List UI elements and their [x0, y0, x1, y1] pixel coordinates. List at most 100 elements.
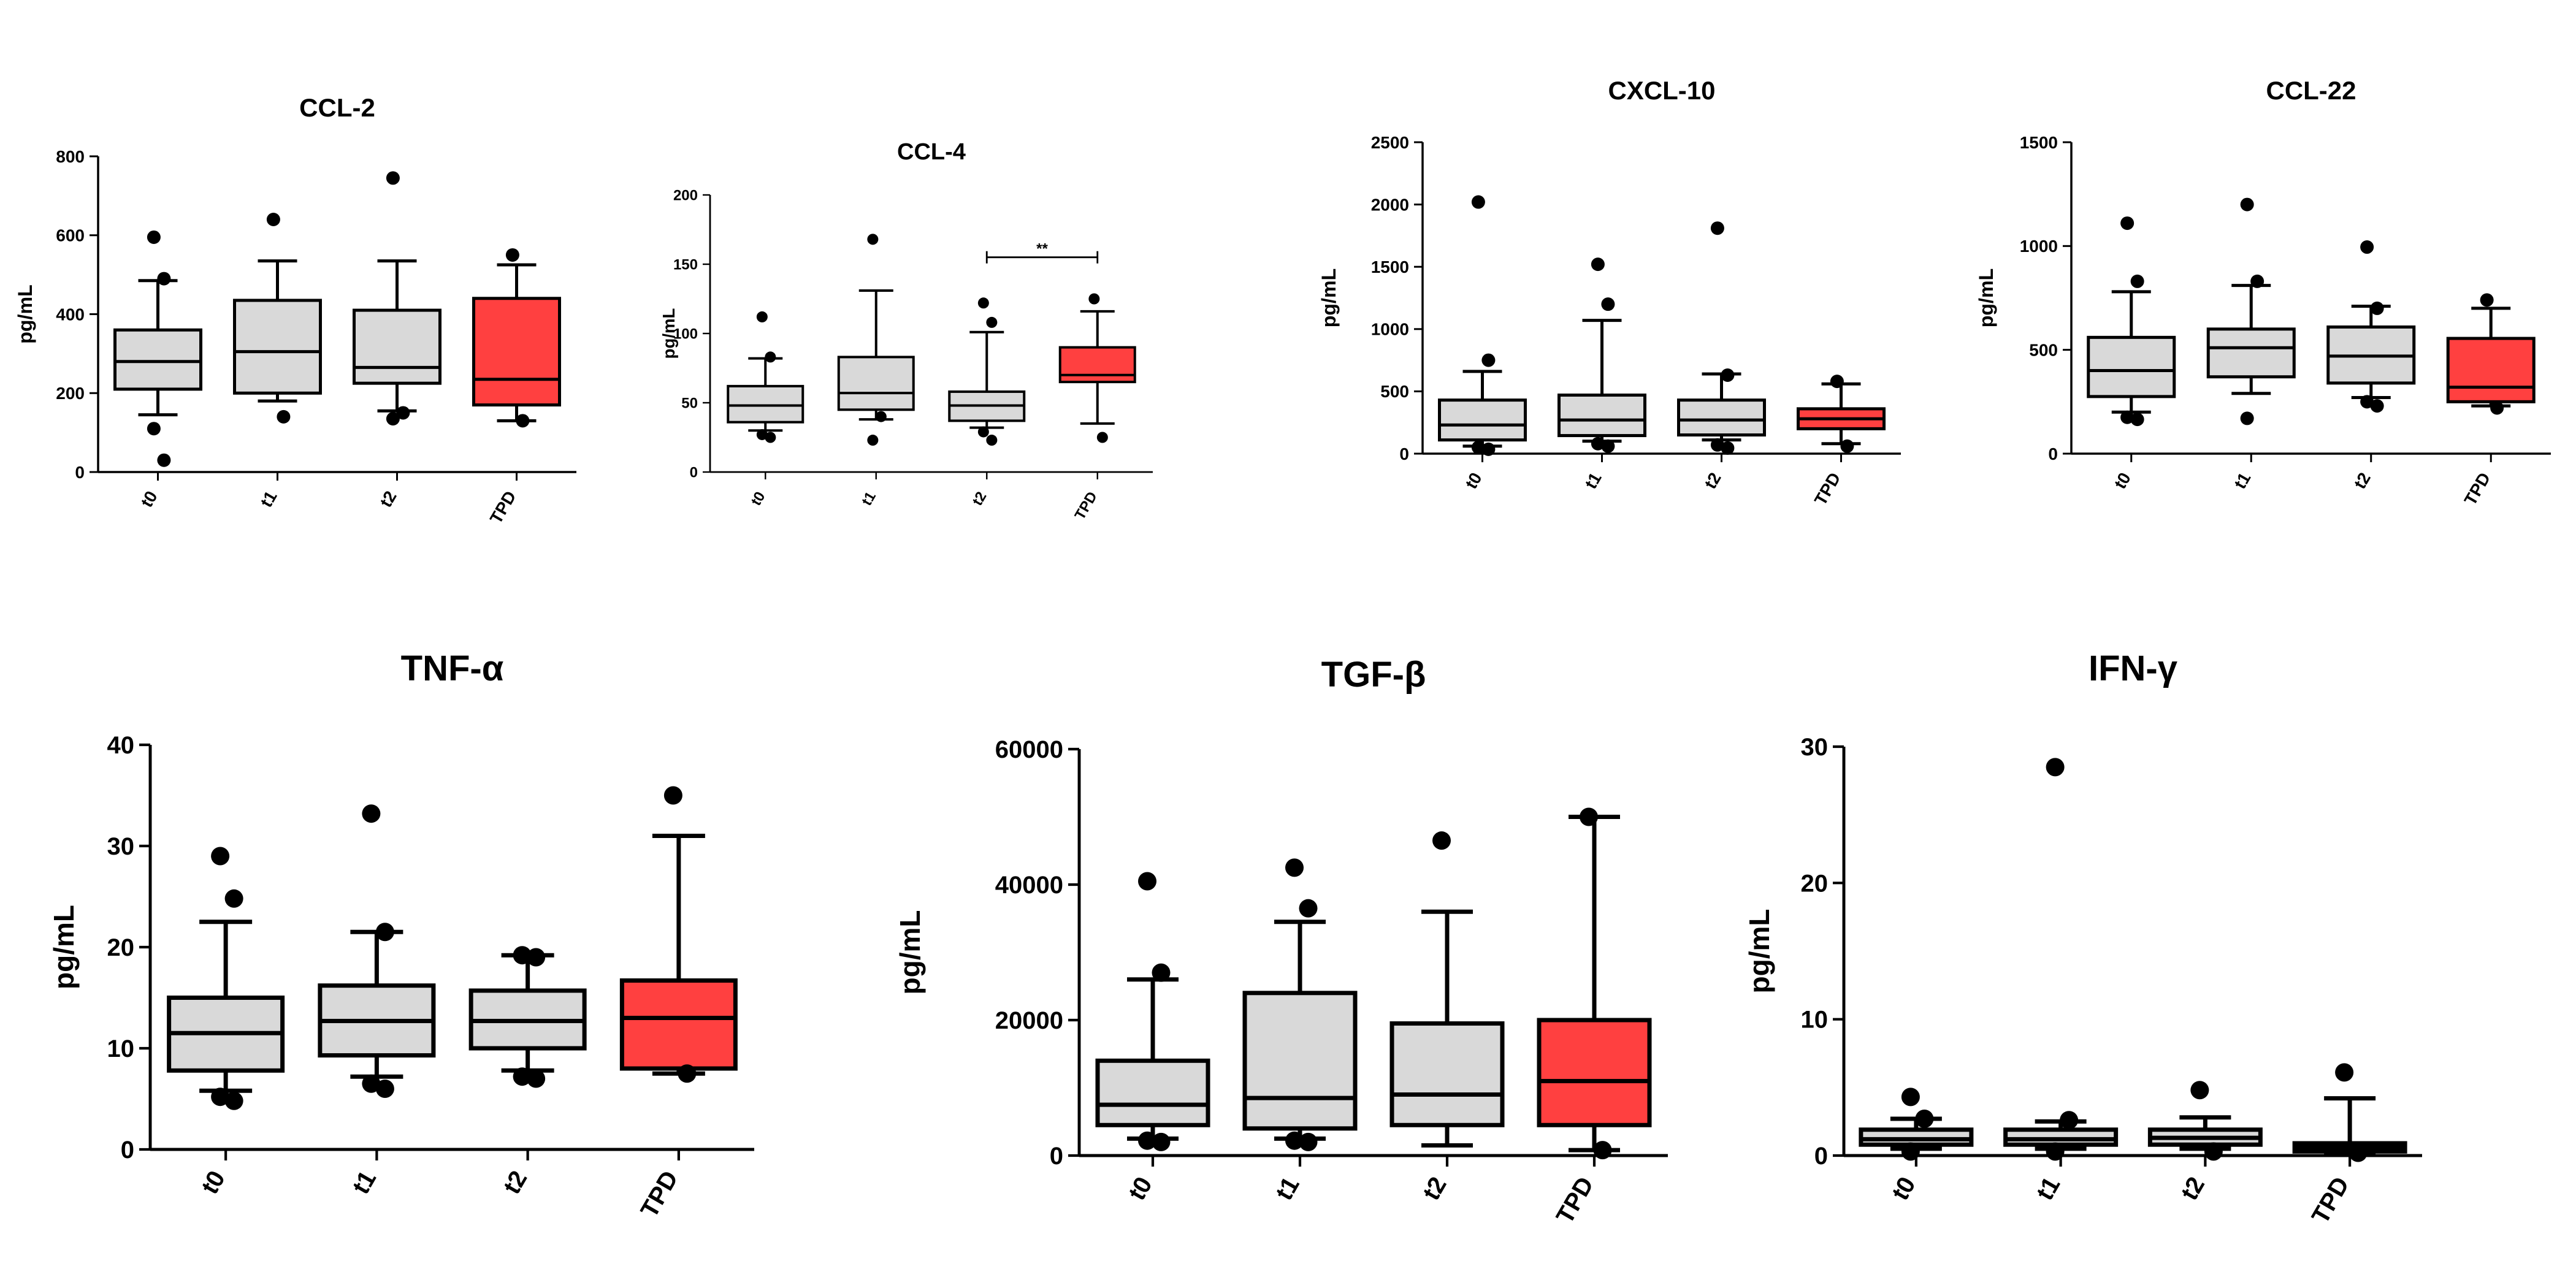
outlier-point [1471, 440, 1485, 454]
box-t1 [837, 234, 915, 446]
y-tick-label: 1500 [2020, 133, 2058, 152]
chart-panel-6: TGF-β pg/mL 0 20000 40000 60000 t0 t1 t2 TPD [894, 655, 1668, 1229]
box-t0 [727, 311, 805, 443]
outlier-point [513, 1067, 532, 1086]
outlier-point [663, 786, 682, 805]
y-tick-label: 600 [56, 226, 85, 245]
outlier-point [396, 406, 410, 420]
chart-title: TNF-α [401, 649, 504, 688]
outlier-point [362, 804, 381, 823]
outlier-point [1830, 375, 1844, 389]
x-tick-label: t0 [747, 489, 768, 509]
x-tick-label: TPD [1072, 489, 1101, 523]
outlier-point [1152, 1132, 1171, 1151]
iqr-box [472, 297, 561, 407]
iqr-box [2446, 337, 2536, 403]
outlier-point [1299, 899, 1318, 918]
outlier-point [1710, 438, 1724, 452]
outlier-point [1088, 293, 1100, 305]
box-TPD [1537, 807, 1652, 1160]
box-t0 [113, 230, 202, 467]
outlier-point [986, 316, 998, 328]
iqr-box [1095, 1058, 1210, 1127]
outlier-point [211, 847, 230, 866]
box-TPD [619, 786, 738, 1083]
y-tick-label: 0 [2048, 444, 2058, 463]
outlier-point [1285, 858, 1304, 877]
y-tick-label: 1500 [1371, 257, 1409, 276]
outlier-point [375, 923, 394, 942]
outlier-point [2046, 1142, 2065, 1161]
box-t0 [1438, 195, 1527, 456]
outlier-point [1901, 1088, 1920, 1107]
outlier-point [2250, 274, 2265, 288]
y-tick-label: 30 [107, 833, 135, 860]
outlier-point [1481, 353, 1496, 367]
box-t1 [318, 804, 436, 1098]
outlier-point [2370, 399, 2384, 413]
y-axis-label: pg/mL [1743, 909, 1775, 994]
outlier-point [2046, 758, 2065, 777]
outlier-point [1138, 1131, 1156, 1150]
y-tick-label: 20000 [995, 1007, 1063, 1034]
significance-label: ** [1036, 241, 1048, 257]
y-tick-label: 500 [1380, 382, 1409, 401]
outlier-point [2335, 1063, 2354, 1082]
y-axis-label: pg/mL [1975, 269, 1997, 328]
outlier-point [1721, 368, 1735, 382]
chart-title: CCL-4 [897, 139, 966, 165]
box-TPD [1058, 293, 1136, 443]
outlier-point [2360, 240, 2374, 254]
x-tick-label: TPD [636, 1167, 684, 1222]
y-tick-label: 150 [673, 256, 698, 273]
outlier-point [1138, 872, 1156, 891]
outlier-point [375, 1080, 394, 1098]
y-tick-label: 0 [1814, 1143, 1828, 1170]
outlier-point [1096, 432, 1108, 443]
outlier-point [157, 272, 171, 286]
box-TPD [2292, 1063, 2407, 1162]
x-tick-label: t1 [1271, 1173, 1305, 1205]
outlier-point [756, 429, 768, 440]
y-axis-label: pg/mL [14, 284, 36, 344]
chart-panel-2: CCL-4 pg/mL 0 50 100 150 200 t0 t1 t2 TPD ** [659, 139, 1153, 523]
y-tick-label: 0 [1050, 1143, 1063, 1170]
y-tick-label: 200 [56, 384, 85, 403]
outlier-point [1840, 439, 1854, 453]
outlier-point [756, 311, 768, 322]
box-TPD [1797, 375, 1886, 453]
y-tick-label: 800 [56, 147, 85, 166]
outlier-point [1915, 1109, 1934, 1128]
x-tick-label: t0 [2111, 470, 2135, 492]
chart-panel-3: CXCL-10 pg/mL 0 500 1000 1500 2000 2500 t0 t1 t2 TP… [1318, 76, 1901, 508]
x-tick-label: t1 [347, 1167, 381, 1199]
outlier-point [386, 412, 400, 426]
y-tick-label: 400 [56, 305, 85, 324]
outlier-point [678, 1064, 697, 1083]
y-tick-label: 0 [75, 463, 85, 482]
outlier-point [986, 435, 998, 446]
outlier-point [157, 453, 171, 467]
outlier-point [1152, 963, 1171, 982]
box-t0 [2087, 216, 2176, 427]
x-tick-label: t2 [1418, 1173, 1452, 1205]
outlier-point [1580, 807, 1598, 826]
outlier-point [1601, 439, 1615, 453]
y-tick-label: 2000 [1371, 195, 1409, 214]
iqr-box [1058, 346, 1136, 384]
y-tick-label: 2500 [1371, 133, 1409, 152]
y-axis-label: pg/mL [894, 910, 926, 995]
outlier-point [527, 1069, 546, 1088]
x-tick-label: t1 [1581, 470, 1605, 492]
iqr-box [1677, 398, 1766, 437]
x-tick-label: t2 [376, 488, 400, 511]
x-tick-label: TPD [486, 488, 520, 527]
outlier-point [2480, 293, 2494, 307]
box-TPD [472, 248, 561, 428]
iqr-box [1557, 393, 1646, 438]
x-tick-label: t2 [1700, 470, 1724, 492]
outlier-point [513, 946, 532, 965]
box-t2 [1389, 831, 1505, 1148]
iqr-box [2087, 335, 2176, 398]
y-tick-label: 500 [2029, 340, 2058, 359]
